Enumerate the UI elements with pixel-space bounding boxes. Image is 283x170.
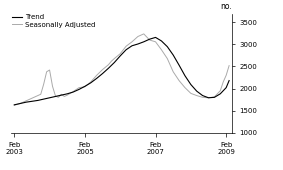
Seasonally Adjusted [66, 94, 69, 96]
Trend [183, 75, 187, 77]
Seasonally Adjusted [107, 64, 110, 66]
Trend [107, 67, 110, 69]
Seasonally Adjusted [63, 95, 66, 97]
Seasonally Adjusted [222, 81, 225, 83]
Seasonally Adjusted [218, 90, 222, 92]
Trend [77, 88, 81, 90]
Trend [218, 93, 222, 95]
Trend [148, 38, 151, 40]
Trend [12, 104, 16, 106]
Seasonally Adjusted [195, 95, 198, 97]
Seasonally Adjusted [183, 87, 187, 89]
Seasonally Adjusted [207, 97, 210, 99]
Seasonally Adjusted [171, 71, 175, 73]
Seasonally Adjusted [130, 41, 134, 43]
Trend [60, 94, 63, 96]
Seasonally Adjusted [201, 96, 204, 98]
Seasonally Adjusted [51, 85, 54, 87]
Trend [83, 85, 87, 87]
Trend [30, 100, 34, 102]
Seasonally Adjusted [54, 95, 57, 97]
Seasonally Adjusted [48, 69, 51, 71]
Trend [18, 103, 22, 105]
Trend [101, 73, 104, 75]
Trend [166, 46, 169, 48]
Seasonally Adjusted [113, 57, 116, 59]
Seasonally Adjusted [42, 83, 45, 85]
Seasonally Adjusted [177, 80, 181, 82]
Trend [113, 62, 116, 64]
Trend [171, 54, 175, 56]
Trend [189, 83, 192, 86]
Seasonally Adjusted [60, 93, 63, 95]
Trend [224, 87, 228, 89]
Seasonally Adjusted [213, 96, 216, 98]
Trend [54, 95, 57, 97]
Seasonally Adjusted [142, 33, 145, 35]
Trend [71, 91, 75, 93]
Trend [213, 96, 216, 98]
Trend [130, 45, 134, 47]
Seasonally Adjusted [57, 96, 60, 98]
Seasonally Adjusted [71, 91, 75, 93]
Seasonally Adjusted [83, 86, 87, 88]
Seasonally Adjusted [12, 104, 16, 106]
Trend [228, 80, 231, 82]
Seasonally Adjusted [228, 65, 231, 67]
Seasonally Adjusted [77, 87, 81, 89]
Trend [66, 93, 69, 95]
Trend [119, 55, 122, 57]
Trend [201, 95, 204, 97]
Trend [36, 99, 40, 101]
Line: Trend: Trend [14, 37, 229, 105]
Trend [42, 98, 45, 100]
Seasonally Adjusted [45, 71, 48, 73]
Seasonally Adjusted [224, 74, 228, 76]
Trend [125, 49, 128, 51]
Line: Seasonally Adjusted: Seasonally Adjusted [14, 34, 229, 105]
Seasonally Adjusted [160, 49, 163, 51]
Seasonally Adjusted [95, 74, 98, 76]
Trend [160, 40, 163, 42]
Seasonally Adjusted [125, 45, 128, 47]
Seasonally Adjusted [101, 69, 104, 71]
Legend: Trend, Seasonally Adjusted: Trend, Seasonally Adjusted [12, 14, 96, 28]
Trend [89, 82, 93, 84]
Seasonally Adjusted [136, 36, 140, 38]
Seasonally Adjusted [154, 41, 157, 43]
Seasonally Adjusted [39, 93, 42, 95]
Trend [24, 101, 28, 103]
Trend [48, 97, 51, 99]
Seasonally Adjusted [110, 60, 113, 62]
Seasonally Adjusted [89, 81, 93, 83]
Trend [136, 43, 140, 45]
Seasonally Adjusted [119, 53, 122, 55]
Seasonally Adjusted [166, 57, 169, 59]
Text: no.: no. [220, 2, 232, 11]
Seasonally Adjusted [189, 92, 192, 94]
Trend [195, 90, 198, 92]
Seasonally Adjusted [148, 39, 151, 41]
Seasonally Adjusted [18, 103, 22, 105]
Trend [207, 97, 210, 99]
Trend [142, 41, 145, 43]
Trend [95, 77, 98, 79]
Trend [154, 36, 157, 38]
Trend [177, 64, 181, 66]
